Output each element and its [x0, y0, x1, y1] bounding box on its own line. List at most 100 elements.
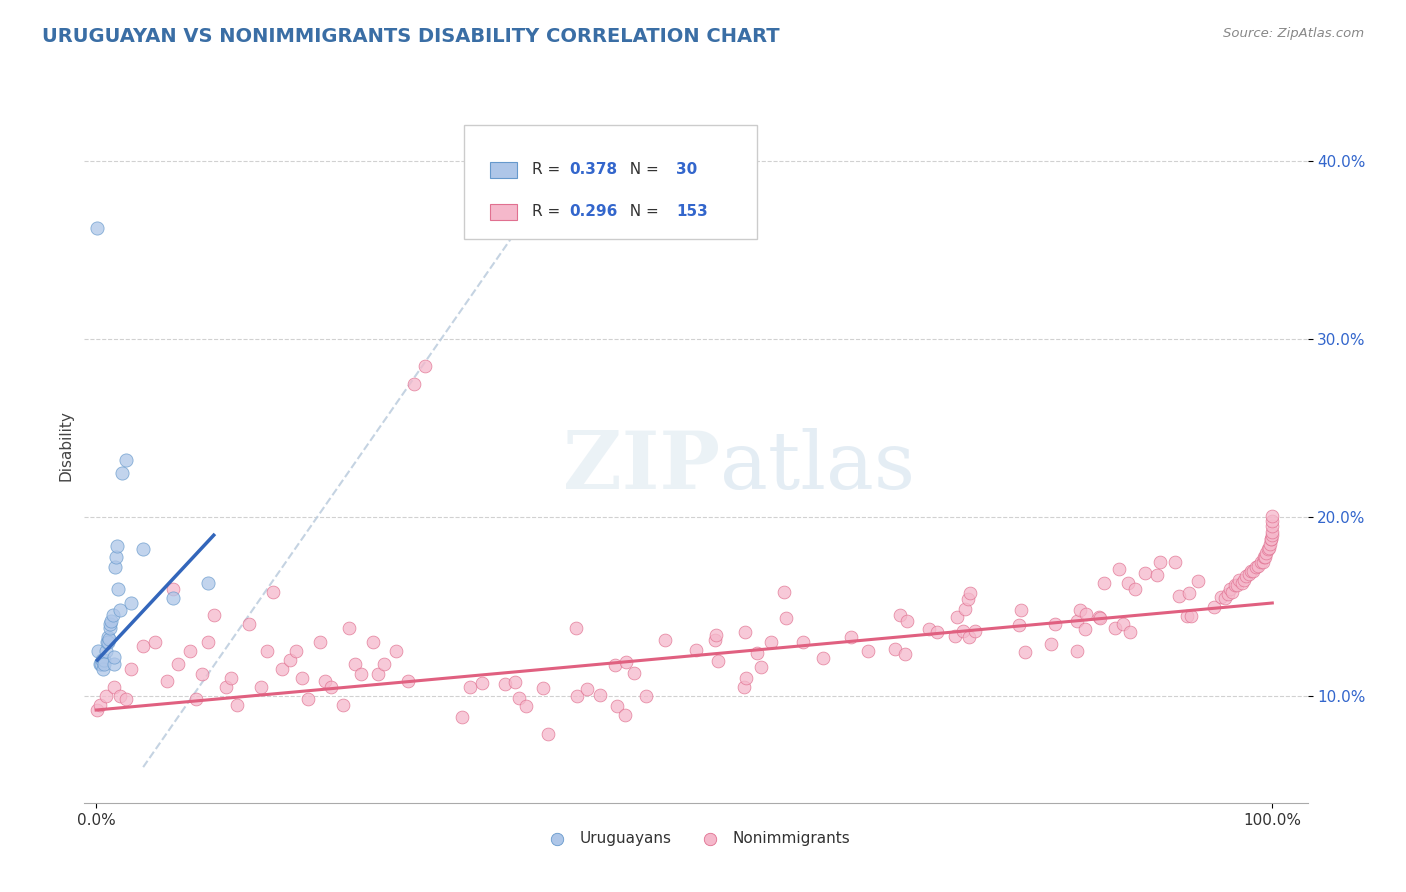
Point	[703, 633, 725, 648]
Point	[707, 654, 730, 668]
Point	[858, 644, 880, 658]
Point	[278, 653, 301, 667]
Point	[214, 680, 236, 694]
Point	[1233, 573, 1256, 587]
Point	[1202, 600, 1225, 615]
Point	[87, 644, 110, 658]
Legend: Uruguayans, Nonimmigrants: Uruguayans, Nonimmigrants	[536, 825, 856, 852]
Point	[537, 727, 560, 741]
Point	[90, 657, 112, 671]
Point	[98, 621, 121, 635]
Point	[105, 549, 128, 564]
Point	[749, 660, 772, 674]
Point	[959, 586, 981, 600]
Point	[103, 680, 125, 694]
Text: R =: R =	[531, 204, 565, 219]
Point	[1220, 585, 1243, 599]
Point	[1216, 587, 1239, 601]
Point	[120, 662, 142, 676]
Text: 0.296: 0.296	[569, 204, 617, 219]
Point	[896, 614, 918, 628]
FancyBboxPatch shape	[491, 162, 517, 178]
Point	[1258, 537, 1281, 551]
Point	[623, 666, 645, 681]
Point	[451, 710, 474, 724]
FancyBboxPatch shape	[491, 204, 517, 219]
Text: atlas: atlas	[720, 428, 915, 507]
Point	[1133, 566, 1156, 580]
Point	[759, 634, 782, 648]
Point	[685, 643, 707, 657]
Text: N =: N =	[620, 204, 664, 219]
Point	[531, 681, 554, 695]
Point	[94, 689, 117, 703]
Point	[495, 677, 517, 691]
Point	[606, 698, 628, 713]
Text: ZIP: ZIP	[564, 428, 720, 507]
Point	[107, 582, 129, 596]
Point	[957, 630, 980, 644]
Point	[1261, 514, 1284, 528]
Point	[1066, 644, 1088, 658]
Text: URUGUAYAN VS NONIMMIGRANTS DISABILITY CORRELATION CHART: URUGUAYAN VS NONIMMIGRANTS DISABILITY CO…	[42, 27, 780, 45]
Point	[963, 624, 986, 638]
Point	[1261, 508, 1284, 523]
Point	[101, 608, 124, 623]
Point	[1211, 591, 1233, 605]
Point	[132, 639, 155, 653]
Point	[1254, 549, 1277, 564]
Point	[946, 610, 969, 624]
Point	[1260, 532, 1282, 546]
Point	[1230, 576, 1253, 591]
Text: Source: ZipAtlas.com: Source: ZipAtlas.com	[1223, 27, 1364, 40]
Point	[704, 628, 727, 642]
Point	[1180, 609, 1202, 624]
Point	[576, 681, 599, 696]
Point	[93, 653, 115, 667]
Point	[458, 680, 481, 694]
Point	[775, 611, 797, 625]
Point	[1090, 611, 1112, 625]
Point	[256, 644, 278, 658]
Point	[654, 633, 676, 648]
Point	[1088, 609, 1111, 624]
Point	[1226, 578, 1249, 592]
Point	[811, 650, 834, 665]
Point	[114, 453, 136, 467]
Point	[1123, 582, 1146, 596]
Point	[918, 623, 941, 637]
Point	[262, 585, 284, 599]
Point	[162, 582, 184, 596]
Point	[143, 635, 166, 649]
Point	[191, 667, 214, 681]
Point	[179, 644, 201, 658]
Point	[1219, 582, 1241, 596]
Point	[162, 591, 184, 605]
Point	[1074, 607, 1097, 622]
Point	[955, 601, 977, 615]
Point	[1116, 575, 1139, 590]
Point	[792, 635, 814, 649]
Point	[108, 689, 131, 703]
Point	[271, 662, 294, 676]
Point	[1066, 615, 1088, 629]
Point	[1213, 591, 1236, 605]
Point	[1069, 603, 1091, 617]
Point	[94, 644, 117, 658]
Point	[1010, 603, 1032, 617]
Point	[927, 624, 949, 639]
Point	[97, 630, 120, 644]
Point	[1257, 542, 1279, 557]
Point	[603, 658, 626, 673]
Point	[839, 630, 862, 644]
Point	[1240, 564, 1263, 578]
Point	[515, 698, 537, 713]
Point	[1119, 624, 1142, 639]
Point	[503, 675, 526, 690]
Point	[734, 671, 756, 685]
Point	[889, 608, 911, 623]
Point	[1146, 568, 1168, 582]
Point	[221, 671, 243, 685]
Point	[1007, 618, 1029, 632]
Point	[1104, 621, 1126, 635]
